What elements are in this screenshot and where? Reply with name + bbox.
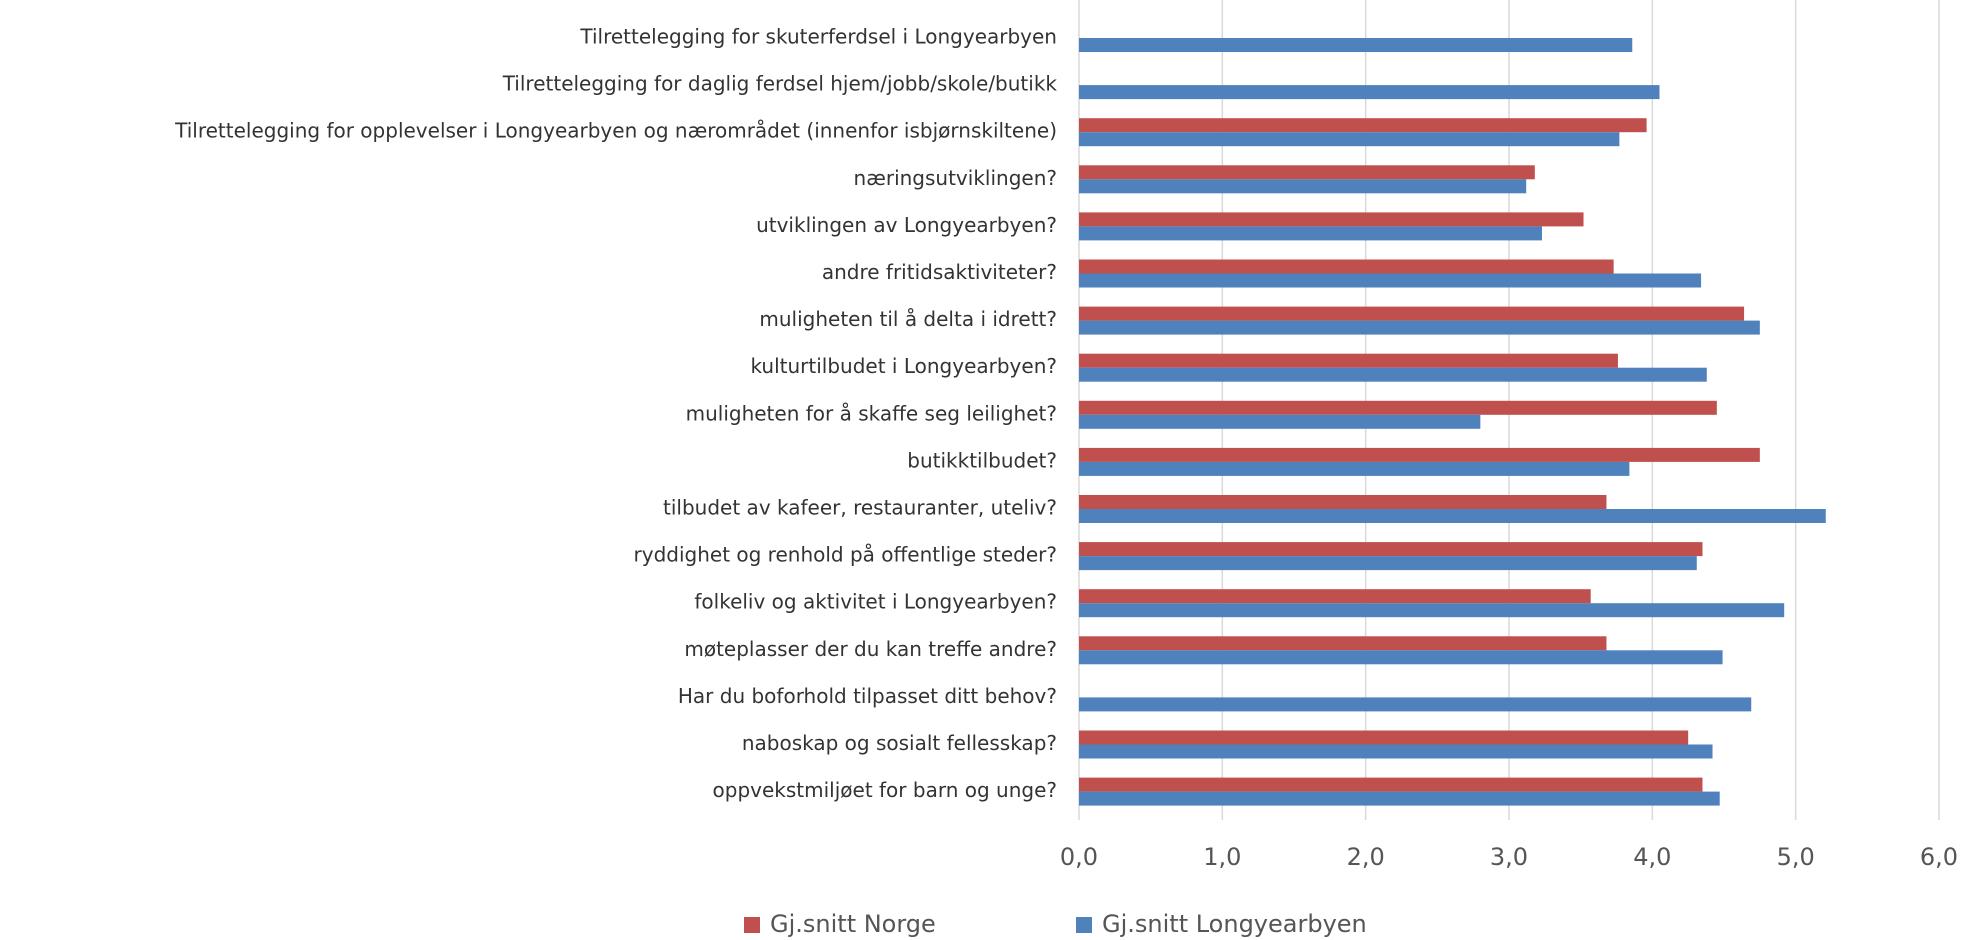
y-tick-label: folkeliv og aktivitet i Longyearbyen? — [694, 590, 1057, 614]
bar — [1079, 400, 1717, 415]
bar — [1079, 744, 1713, 759]
bar — [1079, 542, 1703, 557]
bar — [1079, 118, 1647, 133]
bar — [1079, 556, 1697, 571]
bar — [1079, 509, 1826, 523]
y-tick-label: kulturtilbudet i Longyearbyen? — [750, 354, 1057, 378]
bar — [1079, 212, 1584, 227]
y-tick-label: oppvekstmiljøet for barn og unge? — [713, 778, 1057, 802]
bar — [1079, 777, 1703, 792]
y-tick-label: næringsutviklingen? — [854, 166, 1057, 190]
bar — [1079, 353, 1618, 368]
bar — [1079, 791, 1720, 806]
x-tick-label: 5,0 — [1777, 843, 1815, 871]
y-tick-label: Har du boforhold tilpasset ditt behov? — [678, 684, 1057, 708]
bar — [1079, 636, 1607, 651]
bar — [1079, 367, 1707, 382]
legend-label: Gj.snitt Longyearbyen — [1102, 910, 1367, 938]
y-tick-label: Tilrettelegging for skuterferdsel i Long… — [579, 25, 1057, 49]
y-tick-label: Tilrettelegging for daglig ferdsel hjem/… — [502, 72, 1058, 96]
bar — [1079, 259, 1614, 274]
y-tick-label: butikktilbudet? — [907, 448, 1057, 472]
y-tick-label: ryddighet og renhold på offentlige stede… — [634, 543, 1057, 567]
legend-swatch — [744, 917, 760, 933]
legend-swatch — [1076, 917, 1092, 933]
bar — [1079, 226, 1542, 241]
bar — [1079, 38, 1633, 52]
bar — [1079, 165, 1535, 180]
bar — [1079, 85, 1660, 100]
bar — [1079, 447, 1760, 462]
y-tick-label: muligheten for å skaffe seg leilighet? — [686, 401, 1057, 425]
bar — [1079, 461, 1630, 476]
x-tick-label: 1,0 — [1203, 843, 1241, 871]
y-tick-label: andre fritidsaktiviteter? — [822, 260, 1057, 284]
y-tick-label: Tilrettelegging for opplevelser i Longye… — [174, 119, 1057, 143]
legend-label: Gj.snitt Norge — [770, 910, 936, 938]
x-tick-label: 6,0 — [1920, 843, 1958, 871]
x-tick-label: 3,0 — [1490, 843, 1528, 871]
y-tick-label: muligheten til å delta i idrett? — [759, 307, 1057, 331]
bar — [1079, 273, 1702, 288]
y-tick-label: naboskap og sosialt fellesskap? — [742, 731, 1057, 755]
y-tick-label: møteplasser der du kan treffe andre? — [684, 637, 1057, 661]
x-tick-label: 4,0 — [1633, 843, 1671, 871]
y-tick-label: tilbudet av kafeer, restauranter, uteliv… — [663, 496, 1057, 520]
y-tick-label: utviklingen av Longyearbyen? — [756, 213, 1057, 237]
bar — [1079, 650, 1723, 665]
bar — [1079, 697, 1752, 712]
bar — [1079, 730, 1689, 745]
bar — [1079, 132, 1620, 147]
bar — [1079, 603, 1785, 618]
bar — [1079, 589, 1591, 604]
x-tick-label: 2,0 — [1347, 843, 1385, 871]
bar — [1079, 414, 1481, 429]
bar — [1079, 495, 1607, 509]
x-tick-label: 0,0 — [1060, 843, 1098, 871]
bar — [1079, 179, 1527, 194]
bar — [1079, 320, 1760, 335]
bar — [1079, 306, 1745, 321]
